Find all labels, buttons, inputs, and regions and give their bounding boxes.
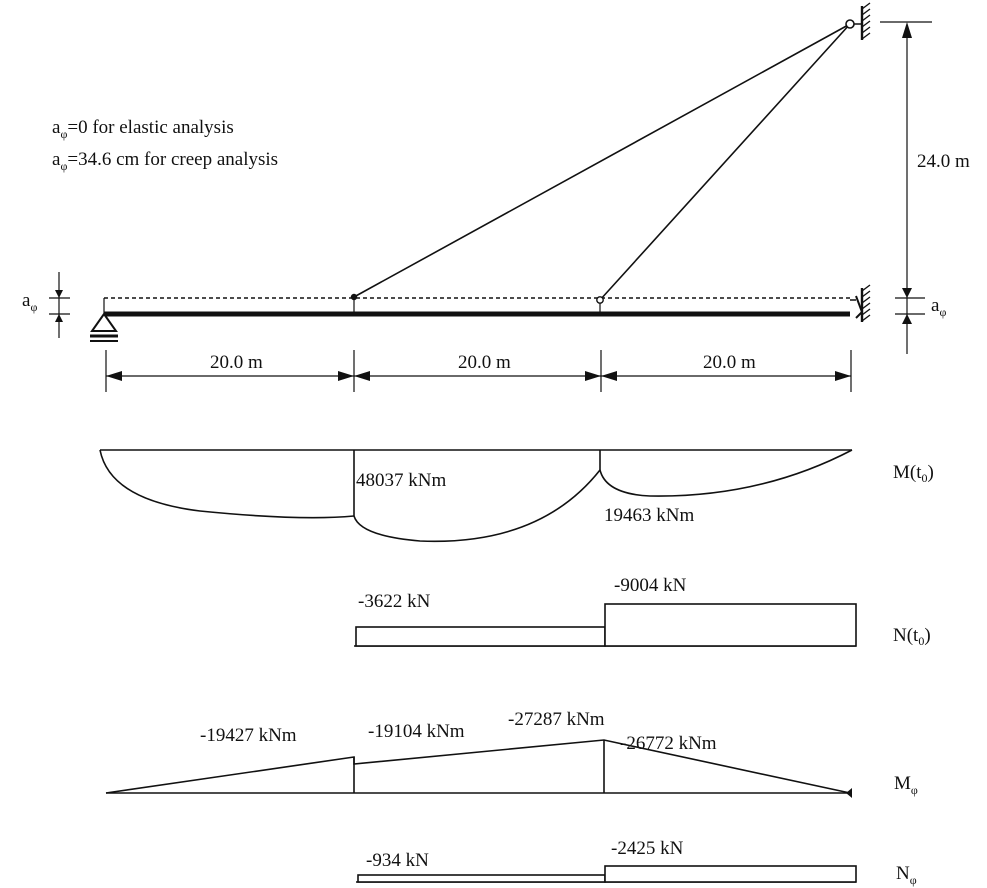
offset-label-left: aφ (22, 290, 37, 314)
moment-t0-curve-span2 (353, 469, 601, 543)
axial-phi-value-2: -2425 kN (611, 838, 684, 859)
dimensions: 24.0 m aφ aφ 20.0 m 20.0 m 20.0 m (22, 21, 970, 392)
note-creep: aφ=34.6 cm for creep analysis (52, 149, 278, 173)
offset-arrow-left-top (55, 290, 63, 298)
moment-phi-outline (105, 739, 851, 794)
offset-arrow-right (902, 314, 912, 324)
axial-t0-value-1: -3622 kN (358, 591, 431, 612)
moment-t0-value-1: 48037 kNm (356, 470, 446, 491)
moment-t0-value-2: 19463 kNm (604, 505, 694, 526)
moment-t0-curve-span1 (99, 449, 355, 519)
span1-arrow-left (106, 371, 122, 381)
moment-phi-value-4: -26772 kNm (620, 733, 717, 754)
height-arrow-bottom (902, 288, 912, 298)
moment-phi-label: Mφ (894, 773, 918, 797)
span-1-label: 20.0 m (210, 352, 263, 373)
height-arrow-top (902, 22, 912, 38)
moment-t0-diagram: 48037 kNm 19463 kNm M(t0) (99, 449, 934, 543)
axial-t0-span3-block (604, 603, 857, 647)
axial-t0-span2-block (355, 626, 606, 647)
span-2-label: 20.0 m (458, 352, 511, 373)
pylon-top-joint (845, 19, 855, 29)
moment-t0-curve-span3 (599, 449, 853, 497)
height-label: 24.0 m (917, 151, 970, 172)
axial-t0-value-2: -9004 kN (614, 575, 687, 596)
moment-phi-value-3: -27287 kNm (508, 709, 605, 730)
axial-t0-label: N(t0) (893, 625, 931, 648)
cable-2 (599, 23, 851, 301)
joint-2 (596, 296, 604, 304)
moment-phi-value-2: -19104 kNm (368, 721, 465, 742)
cable-1 (353, 23, 851, 298)
axial-phi-span2-block (357, 874, 606, 883)
axial-phi-value-1: -934 kN (366, 850, 429, 871)
right-deck-support-icon (850, 284, 871, 322)
note-elastic: aφ=0 for elastic analysis (52, 117, 234, 141)
span1-arrow-right (338, 371, 354, 381)
axial-t0-diagram: -3622 kN -9004 kN N(t0) (354, 575, 931, 648)
span3-arrow-left (601, 371, 617, 381)
joint-1 (350, 293, 358, 301)
offset-label-right: aφ (931, 295, 946, 319)
span3-arrow-right (835, 371, 851, 381)
axial-phi-diagram: -934 kN -2425 kN Nφ (356, 838, 917, 887)
moment-phi-end-mark (846, 788, 852, 798)
span2-arrow-left (354, 371, 370, 381)
axial-phi-span3-block (604, 865, 857, 883)
span2-arrow-right (585, 371, 601, 381)
left-support-icon (90, 312, 118, 342)
notes: aφ=0 for elastic analysis aφ=34.6 cm for… (52, 117, 278, 173)
moment-t0-label: M(t0) (893, 462, 934, 485)
structure (90, 2, 871, 342)
moment-phi-diagram: -19427 kNm -19104 kNm -27287 kNm -26772 … (105, 709, 918, 798)
offset-arrow-left-bottom (55, 314, 63, 322)
top-anchor-support-icon (854, 2, 871, 40)
axial-phi-label: Nφ (896, 863, 917, 887)
span-3-label: 20.0 m (703, 352, 756, 373)
moment-phi-value-1: -19427 kNm (200, 725, 297, 746)
